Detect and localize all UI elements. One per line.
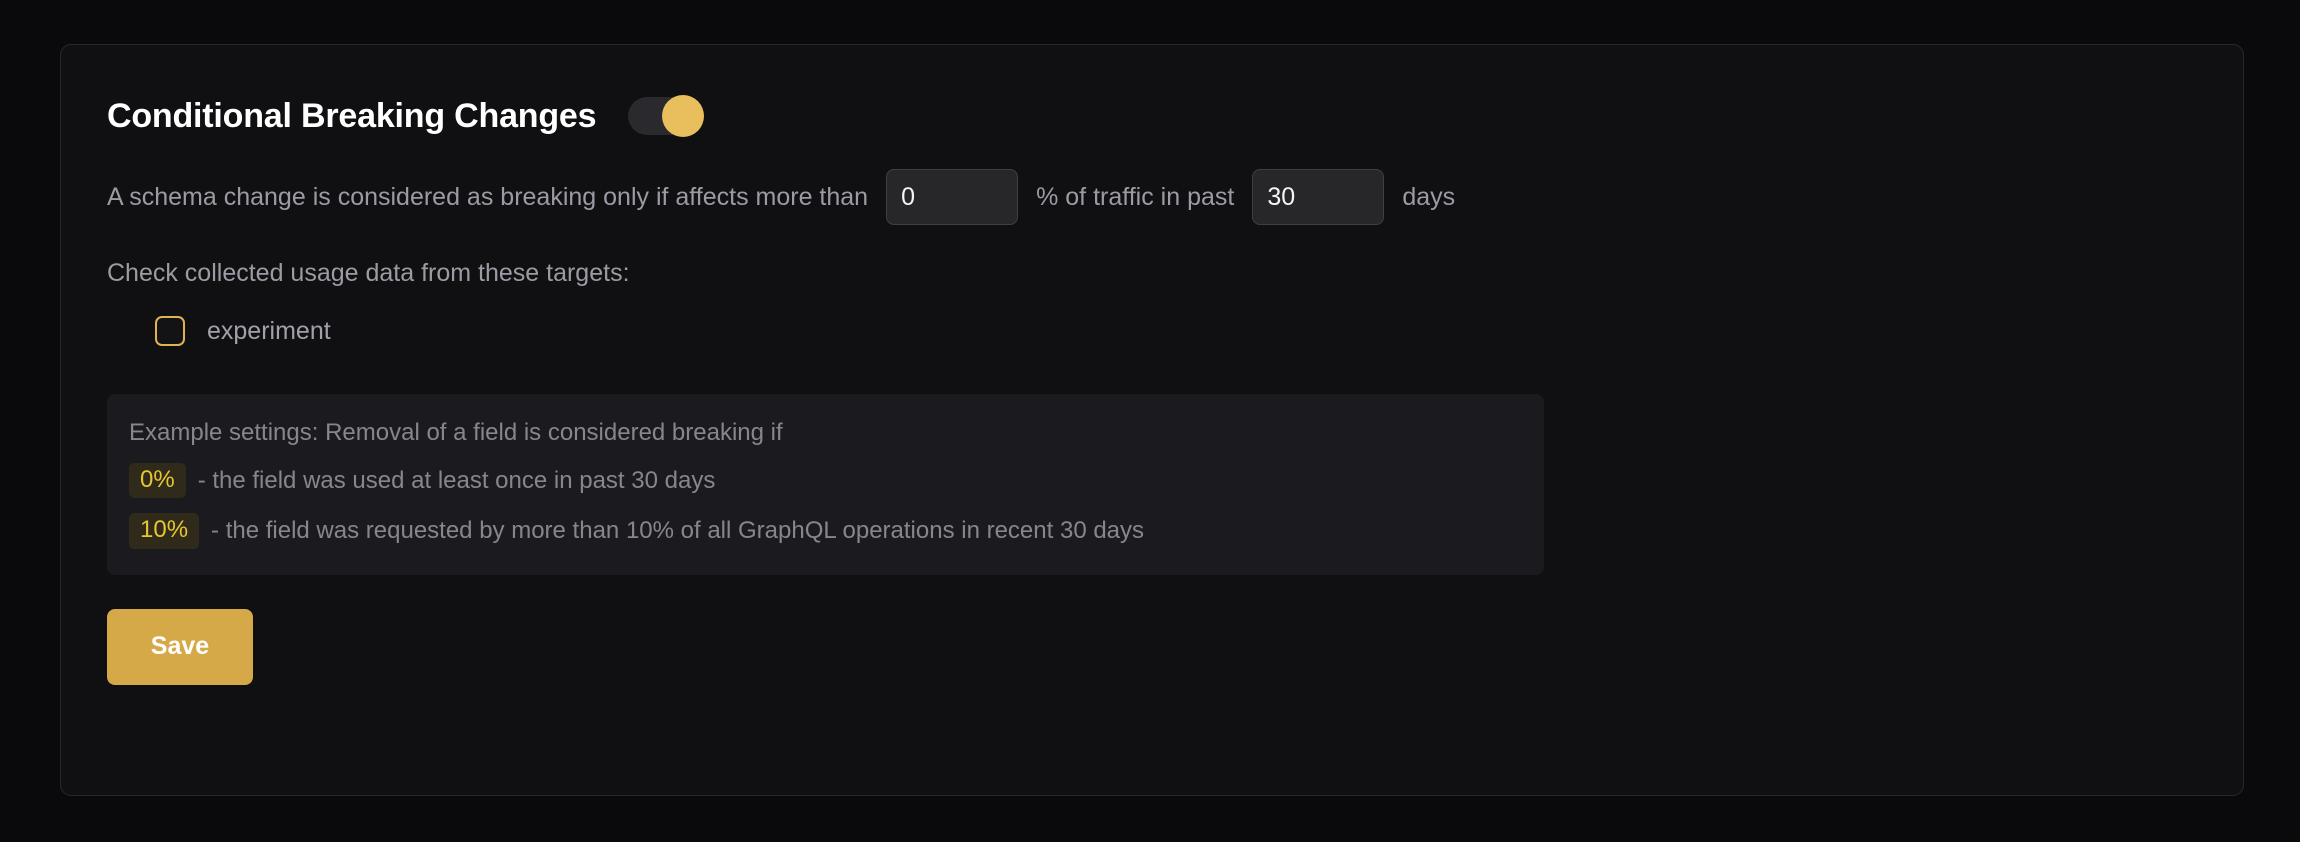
example-description: - the field was used at least once in pa… — [197, 466, 716, 494]
threshold-text-before: A schema change is considered as breakin… — [107, 182, 869, 211]
example-description: - the field was requested by more than 1… — [211, 517, 1145, 545]
example-settings-box: Example settings: Removal of a field is … — [107, 394, 1544, 575]
threshold-settings-row: A schema change is considered as breakin… — [107, 169, 2197, 225]
target-checkbox-experiment[interactable] — [155, 316, 185, 346]
example-title: Example settings: Removal of a field is … — [129, 419, 783, 446]
days-input[interactable] — [1252, 169, 1385, 225]
percentage-input[interactable] — [886, 169, 1019, 225]
toggle-knob-icon — [662, 95, 705, 137]
example-line: 0% - the field was used at least once in… — [129, 462, 1522, 499]
conditional-breaking-changes-card: Conditional Breaking Changes A schema ch… — [60, 44, 2244, 796]
save-button[interactable]: Save — [107, 608, 253, 685]
card-content: Conditional Breaking Changes A schema ch… — [61, 45, 2243, 685]
card-header: Conditional Breaking Changes — [107, 89, 2197, 143]
target-label-experiment: experiment — [207, 316, 331, 345]
example-line: 10% - the field was requested by more th… — [129, 513, 1522, 549]
target-list-item[interactable]: experiment — [155, 316, 2197, 346]
example-badge: 0% — [129, 462, 186, 499]
example-badge: 10% — [129, 513, 200, 549]
threshold-text-middle: % of traffic in past — [1036, 182, 1235, 211]
page-title: Conditional Breaking Changes — [107, 96, 597, 135]
targets-label: Check collected usage data from these ta… — [107, 259, 630, 287]
threshold-text-after: days — [1402, 182, 1456, 211]
conditional-breaking-changes-toggle[interactable] — [628, 95, 705, 137]
